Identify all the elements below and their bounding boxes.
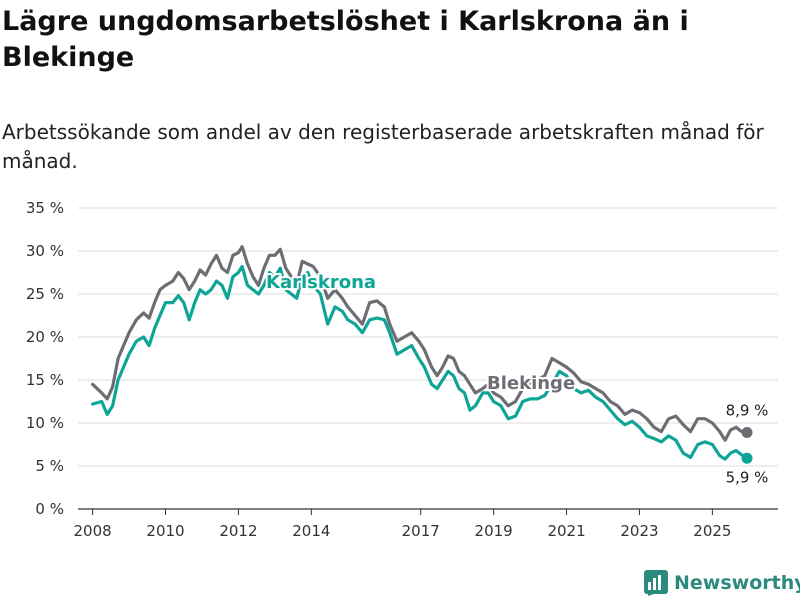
chart-subtitle: Arbetssökande som andel av den registerb… <box>2 120 764 173</box>
newsworthy-logo-text: Newsworthy <box>674 572 800 594</box>
x-tick-label: 2019 <box>475 522 513 540</box>
y-tick-label: 30 % <box>26 242 64 260</box>
series-label-karlskrona: Karlskrona <box>266 272 376 293</box>
series-line-blekinge <box>91 245 749 442</box>
end-value-label-blekinge: 8,9 % <box>726 401 769 419</box>
end-point-karlskrona <box>741 452 753 464</box>
newsworthy-logo: Newsworthy <box>644 568 800 598</box>
y-tick-label: 35 % <box>26 199 64 217</box>
x-tick-label: 2012 <box>219 522 257 540</box>
x-tick-label: 2017 <box>402 522 440 540</box>
series-line-karlskrona <box>91 264 749 461</box>
y-tick-label: 25 % <box>26 285 64 303</box>
x-tick-label: 2023 <box>620 522 658 540</box>
y-tick-label: 15 % <box>26 371 64 389</box>
series-label-blekinge: Blekinge <box>487 373 575 394</box>
end-point-blekinge <box>741 426 753 438</box>
x-tick-label: 2021 <box>547 522 585 540</box>
y-tick-label: 10 % <box>26 414 64 432</box>
y-tick-label: 0 % <box>35 500 64 518</box>
y-tick-label: 20 % <box>26 328 64 346</box>
newsworthy-logo-icon <box>644 570 668 596</box>
end-value-label-karlskrona: 5,9 % <box>726 468 769 486</box>
x-tick-label: 2025 <box>693 522 731 540</box>
x-tick-label: 2014 <box>292 522 330 540</box>
chart-title: Lägre ungdomsarbetslöshet i Karlskrona ä… <box>2 6 689 73</box>
x-tick-label: 2008 <box>73 522 111 540</box>
x-tick-label: 2010 <box>146 522 184 540</box>
y-tick-label: 5 % <box>35 457 64 475</box>
